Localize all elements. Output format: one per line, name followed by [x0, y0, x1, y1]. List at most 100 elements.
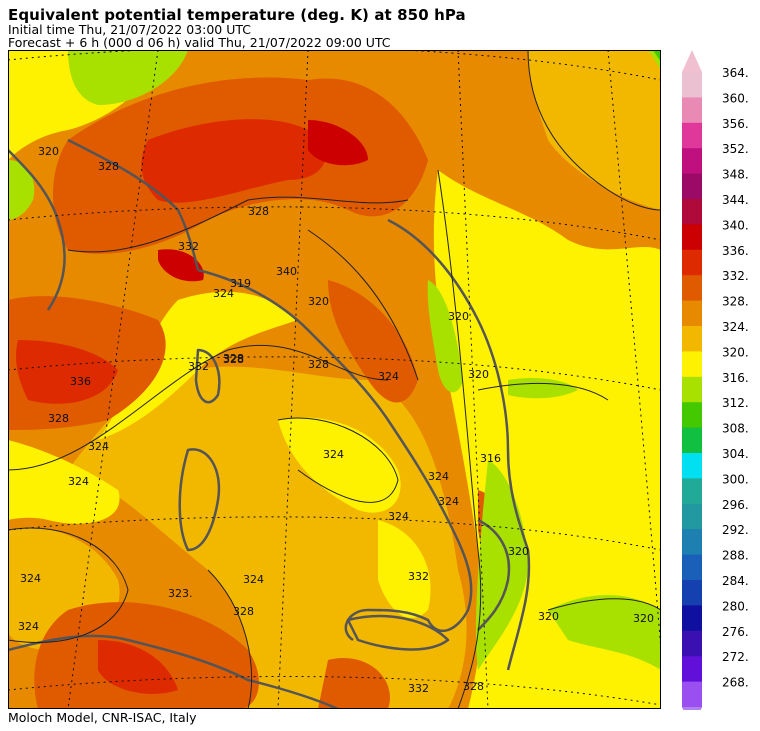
lat-lon-grid: [8, 50, 661, 709]
contour-label: 328: [233, 605, 254, 618]
coast-sicily: [346, 614, 450, 651]
isoline-5: [277, 417, 399, 503]
contour-label: 324: [243, 573, 264, 586]
map-frame: [8, 50, 661, 709]
coast-corsica: [194, 348, 221, 404]
contour-label: 332: [408, 570, 429, 583]
legend-label: 316.: [722, 371, 749, 385]
legend-label: 352.: [722, 142, 749, 156]
legend-label: 288.: [722, 549, 749, 563]
legend-swatch: [682, 656, 702, 683]
gridline-lon-2: [277, 50, 309, 709]
forecast-text: Forecast + 6 h (000 d 06 h) valid Thu, 2…: [8, 35, 391, 50]
legend-swatch: [682, 605, 702, 632]
legend-label: 304.: [722, 447, 749, 461]
field-316-adriatic: [427, 280, 463, 393]
legend-label: 296.: [722, 498, 749, 512]
gridline-lat-2: [8, 206, 661, 241]
contour-label: 340: [276, 265, 297, 278]
contour-label: 320: [633, 612, 654, 625]
gridline-lon-3: [457, 50, 489, 709]
contour-label: 319: [230, 277, 251, 290]
legend-swatch: [682, 122, 702, 149]
contour-label: 316: [480, 452, 501, 465]
isoline-6: [307, 229, 419, 381]
legend-swatch: [682, 97, 702, 124]
gridline-lat-1: [8, 50, 661, 81]
model-credit: Moloch Model, CNR-ISAC, Italy: [8, 710, 197, 725]
isoline-4: [8, 527, 129, 644]
contour-label: 324: [428, 470, 449, 483]
contour-label: 328: [308, 358, 329, 371]
field-340-center: [158, 249, 204, 282]
field-332-alps: [328, 280, 418, 403]
field-316-sea: [508, 378, 578, 399]
field-320-west: [8, 440, 120, 524]
legend-swatch: [682, 402, 702, 429]
coast-france: [67, 138, 200, 271]
contour-label: 320: [308, 295, 329, 308]
isoline-1: [8, 344, 389, 471]
isoline-2: [67, 196, 409, 253]
legend-swatch: [682, 529, 702, 556]
legend-swatch: [682, 453, 702, 479]
contour-label: 324: [18, 620, 39, 633]
legend-swatch: [682, 630, 702, 657]
legend-label: 280.: [722, 599, 749, 613]
contour-label: 336: [70, 375, 91, 388]
field-316-east: [548, 595, 661, 670]
field-332-southeast: [318, 658, 390, 709]
legend-swatch: [682, 249, 702, 276]
legend-label: 300.: [722, 472, 749, 486]
field-316-west: [8, 160, 35, 220]
legend-label: 324.: [722, 320, 749, 334]
coast-iberia: [8, 149, 66, 311]
legend-label: 284.: [722, 574, 749, 588]
legend-top-arrow: [682, 50, 702, 72]
legend-label: 364.: [722, 66, 749, 80]
gridline-lat-5: [8, 675, 661, 706]
legend-label: 308.: [722, 422, 749, 436]
legend-swatch: [682, 173, 702, 200]
legend-label: 272.: [722, 650, 749, 664]
contour-label: 328: [98, 160, 119, 173]
contour-label: 324: [378, 370, 399, 383]
field-320-south: [378, 520, 431, 619]
legend-swatch: [682, 376, 702, 403]
legend-label: 312.: [722, 396, 749, 410]
contour-label: 324: [388, 510, 409, 523]
contour-labels: 320 328 328 324 332 336 328 332 324 324 …: [18, 145, 654, 695]
legend-swatch: [682, 148, 702, 175]
legend-label: 344.: [722, 193, 749, 207]
contour-label: 324: [323, 448, 344, 461]
gridline-lat-3: [8, 356, 661, 391]
legend-label: 292.: [722, 523, 749, 537]
contour-label: 324: [438, 495, 459, 508]
contour-label: 320: [538, 610, 559, 623]
coastlines: [8, 138, 531, 709]
contour-label: 328: [223, 352, 244, 365]
contour-label: 328: [48, 412, 69, 425]
contour-label: 320: [38, 145, 59, 158]
isoline-3: [437, 169, 482, 709]
contour-label: 328: [463, 680, 484, 693]
isoline-10: [527, 50, 661, 211]
legend-label: 360.: [722, 91, 749, 105]
legend-label: 336.: [722, 244, 749, 258]
legend-swatch: [682, 478, 702, 505]
field-336-southwest: [98, 640, 178, 694]
legend-label: 320.: [722, 345, 749, 359]
isoline-7: [477, 382, 609, 401]
legend-swatch: [682, 427, 702, 454]
legend-swatch: [682, 326, 702, 352]
legend-swatch: [682, 503, 702, 530]
contour-label: 324: [20, 572, 41, 585]
initial-time-text: Initial time Thu, 21/07/2022 03:00 UTC: [8, 22, 251, 37]
field-324-east: [528, 50, 661, 210]
chart-title: Equivalent potential temperature (deg. K…: [8, 6, 466, 24]
contour-label: 320: [508, 545, 529, 558]
legend-swatch: [682, 224, 702, 251]
contour-label: 332: [178, 240, 199, 253]
contour-label: 328: [223, 353, 244, 366]
legend-swatch: [682, 351, 702, 378]
